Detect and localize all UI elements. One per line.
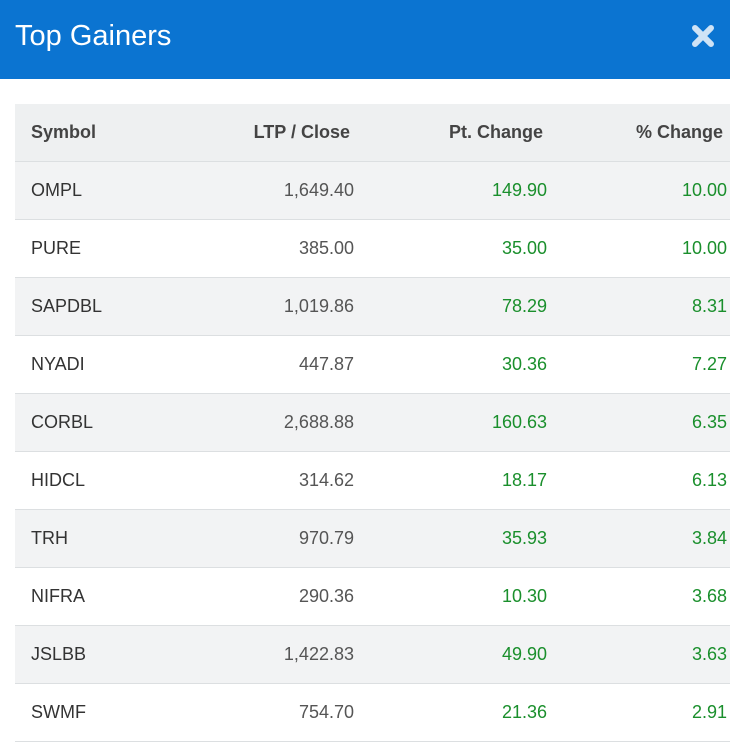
cell-pct-change: 6.13 <box>547 451 730 510</box>
gainers-table-container: Symbol LTP / Close Pt. Change % Change O… <box>15 104 730 742</box>
cell-symbol: JSLBB <box>15 625 201 684</box>
close-icon[interactable] <box>690 23 716 49</box>
cell-symbol: SAPDBL <box>15 277 201 336</box>
cell-ltp: 290.36 <box>201 567 354 626</box>
table-row[interactable]: OMPL 1,649.40 149.90 10.00 <box>15 161 730 220</box>
cell-ltp: 314.62 <box>201 451 354 510</box>
cell-ltp: 1,649.40 <box>201 161 354 220</box>
cell-ltp: 970.79 <box>201 509 354 568</box>
cell-ltp: 447.87 <box>201 335 354 394</box>
table-row[interactable]: CORBL 2,688.88 160.63 6.35 <box>15 393 730 452</box>
cell-pct-change: 7.27 <box>547 335 730 394</box>
cell-symbol: NYADI <box>15 335 201 394</box>
cell-pt-change: 49.90 <box>354 625 547 684</box>
cell-pct-change: 6.35 <box>547 393 730 452</box>
cell-pt-change: 18.17 <box>354 451 547 510</box>
cell-pct-change: 3.84 <box>547 509 730 568</box>
cell-pct-change: 10.00 <box>547 161 730 220</box>
cell-symbol: OMPL <box>15 161 201 220</box>
cell-symbol: PURE <box>15 219 201 278</box>
cell-symbol: TRH <box>15 509 201 568</box>
cell-pt-change: 35.93 <box>354 509 547 568</box>
gainers-table: Symbol LTP / Close Pt. Change % Change O… <box>15 104 730 742</box>
cell-pct-change: 3.63 <box>547 625 730 684</box>
cell-ltp: 1,019.86 <box>201 277 354 336</box>
table-row[interactable]: PURE 385.00 35.00 10.00 <box>15 219 730 278</box>
cell-symbol: CORBL <box>15 393 201 452</box>
table-row[interactable]: NIFRA 290.36 10.30 3.68 <box>15 567 730 626</box>
cell-pt-change: 10.30 <box>354 567 547 626</box>
table-row[interactable]: JSLBB 1,422.83 49.90 3.63 <box>15 625 730 684</box>
table-row[interactable]: SWMF 754.70 21.36 2.91 <box>15 683 730 742</box>
cell-pt-change: 149.90 <box>354 161 547 220</box>
cell-symbol: NIFRA <box>15 567 201 626</box>
cell-pct-change: 2.91 <box>547 683 730 742</box>
cell-pct-change: 3.68 <box>547 567 730 626</box>
modal-header: Top Gainers <box>0 0 730 79</box>
column-header-pt-change[interactable]: Pt. Change <box>354 104 547 162</box>
column-header-pct-change[interactable]: % Change <box>547 104 730 162</box>
cell-pt-change: 78.29 <box>354 277 547 336</box>
cell-pt-change: 35.00 <box>354 219 547 278</box>
cell-symbol: HIDCL <box>15 451 201 510</box>
table-row[interactable]: SAPDBL 1,019.86 78.29 8.31 <box>15 277 730 336</box>
cell-ltp: 385.00 <box>201 219 354 278</box>
table-row[interactable]: NYADI 447.87 30.36 7.27 <box>15 335 730 394</box>
cell-symbol: SWMF <box>15 683 201 742</box>
cell-pt-change: 30.36 <box>354 335 547 394</box>
table-header-row: Symbol LTP / Close Pt. Change % Change <box>15 104 730 162</box>
cell-ltp: 754.70 <box>201 683 354 742</box>
cell-ltp: 1,422.83 <box>201 625 354 684</box>
column-header-ltp[interactable]: LTP / Close <box>201 104 354 162</box>
cell-pt-change: 160.63 <box>354 393 547 452</box>
cell-pct-change: 8.31 <box>547 277 730 336</box>
cell-ltp: 2,688.88 <box>201 393 354 452</box>
table-row[interactable]: TRH 970.79 35.93 3.84 <box>15 509 730 568</box>
cell-pt-change: 21.36 <box>354 683 547 742</box>
column-header-symbol[interactable]: Symbol <box>15 104 201 162</box>
table-row[interactable]: HIDCL 314.62 18.17 6.13 <box>15 451 730 510</box>
modal-title: Top Gainers <box>15 20 172 52</box>
cell-pct-change: 10.00 <box>547 219 730 278</box>
